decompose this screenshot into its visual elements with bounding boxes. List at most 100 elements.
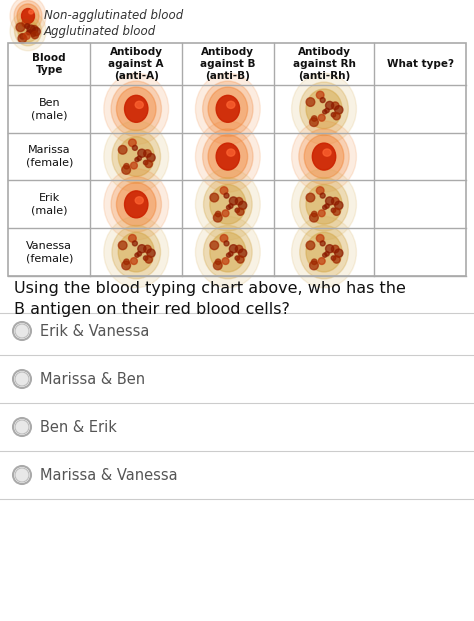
Ellipse shape (21, 9, 35, 24)
Circle shape (145, 160, 153, 168)
Circle shape (331, 197, 339, 205)
Ellipse shape (10, 11, 46, 51)
Circle shape (145, 256, 153, 263)
Circle shape (333, 256, 340, 263)
Ellipse shape (118, 137, 154, 176)
Circle shape (135, 253, 139, 257)
Circle shape (311, 211, 317, 217)
Text: Blood
Type: Blood Type (32, 53, 66, 75)
Ellipse shape (14, 1, 42, 32)
Bar (8, 43, 466, 276)
Circle shape (122, 261, 130, 270)
Circle shape (118, 145, 127, 154)
Text: Antibody
against A
(anti-A): Antibody against A (anti-A) (109, 47, 164, 81)
Circle shape (235, 197, 243, 205)
Text: Marissa & Ben: Marissa & Ben (40, 371, 145, 386)
Ellipse shape (195, 73, 260, 145)
Circle shape (144, 256, 148, 260)
Circle shape (144, 245, 151, 253)
Circle shape (235, 245, 243, 253)
Circle shape (310, 118, 319, 127)
Ellipse shape (118, 232, 154, 272)
Circle shape (137, 156, 141, 160)
Circle shape (306, 97, 315, 106)
Circle shape (124, 259, 129, 265)
Ellipse shape (203, 225, 252, 279)
Ellipse shape (210, 232, 246, 272)
Circle shape (238, 249, 247, 257)
Ellipse shape (292, 217, 356, 288)
Circle shape (20, 34, 25, 39)
Circle shape (333, 112, 340, 120)
Ellipse shape (312, 143, 336, 170)
Circle shape (138, 245, 146, 253)
Ellipse shape (227, 149, 235, 156)
Circle shape (23, 32, 30, 39)
Circle shape (316, 235, 324, 242)
Circle shape (130, 258, 137, 265)
Circle shape (118, 241, 127, 250)
Circle shape (210, 193, 219, 202)
Circle shape (227, 206, 231, 209)
Ellipse shape (210, 184, 246, 224)
Ellipse shape (135, 101, 143, 109)
Ellipse shape (203, 129, 253, 184)
Ellipse shape (292, 169, 356, 240)
Circle shape (326, 197, 334, 205)
Ellipse shape (112, 130, 161, 183)
Circle shape (237, 256, 244, 263)
Circle shape (311, 259, 317, 265)
Circle shape (224, 241, 229, 246)
Circle shape (213, 261, 222, 270)
Circle shape (319, 210, 325, 217)
Ellipse shape (104, 73, 169, 145)
Text: Non-agglutinated blood: Non-agglutinated blood (44, 9, 183, 22)
Circle shape (331, 102, 339, 109)
Circle shape (306, 193, 315, 202)
Ellipse shape (104, 217, 169, 288)
Circle shape (335, 249, 343, 257)
Ellipse shape (17, 4, 39, 28)
Ellipse shape (323, 149, 331, 156)
Ellipse shape (15, 16, 42, 46)
Ellipse shape (195, 217, 260, 288)
Circle shape (220, 235, 228, 242)
Circle shape (130, 162, 137, 169)
Circle shape (316, 91, 324, 99)
Circle shape (124, 163, 129, 169)
Circle shape (222, 210, 229, 217)
Ellipse shape (292, 73, 356, 145)
Circle shape (325, 204, 329, 208)
Text: Marissa
(female): Marissa (female) (26, 145, 73, 168)
Text: Vanessa
(female): Vanessa (female) (26, 241, 73, 263)
Ellipse shape (10, 0, 46, 36)
Circle shape (16, 23, 25, 32)
Ellipse shape (299, 129, 349, 184)
Circle shape (27, 25, 35, 33)
Circle shape (132, 241, 137, 246)
Circle shape (215, 211, 221, 217)
Circle shape (30, 25, 38, 33)
Circle shape (132, 145, 137, 150)
Ellipse shape (18, 20, 38, 42)
Ellipse shape (125, 95, 148, 122)
Circle shape (147, 249, 155, 257)
Text: Erik & Vanessa: Erik & Vanessa (40, 324, 149, 338)
Circle shape (235, 208, 239, 212)
Ellipse shape (111, 176, 162, 232)
Text: Erik
(male): Erik (male) (31, 193, 67, 215)
Ellipse shape (135, 197, 143, 204)
Ellipse shape (216, 143, 239, 170)
Circle shape (333, 208, 340, 215)
Ellipse shape (29, 10, 33, 14)
Circle shape (320, 97, 325, 102)
Circle shape (144, 150, 151, 157)
Ellipse shape (300, 225, 348, 279)
Circle shape (229, 245, 237, 253)
Text: Ben & Erik: Ben & Erik (40, 420, 117, 435)
Text: Marissa & Vanessa: Marissa & Vanessa (40, 468, 178, 483)
Circle shape (323, 110, 327, 114)
Circle shape (235, 256, 239, 260)
Circle shape (316, 187, 324, 194)
Circle shape (320, 241, 325, 246)
